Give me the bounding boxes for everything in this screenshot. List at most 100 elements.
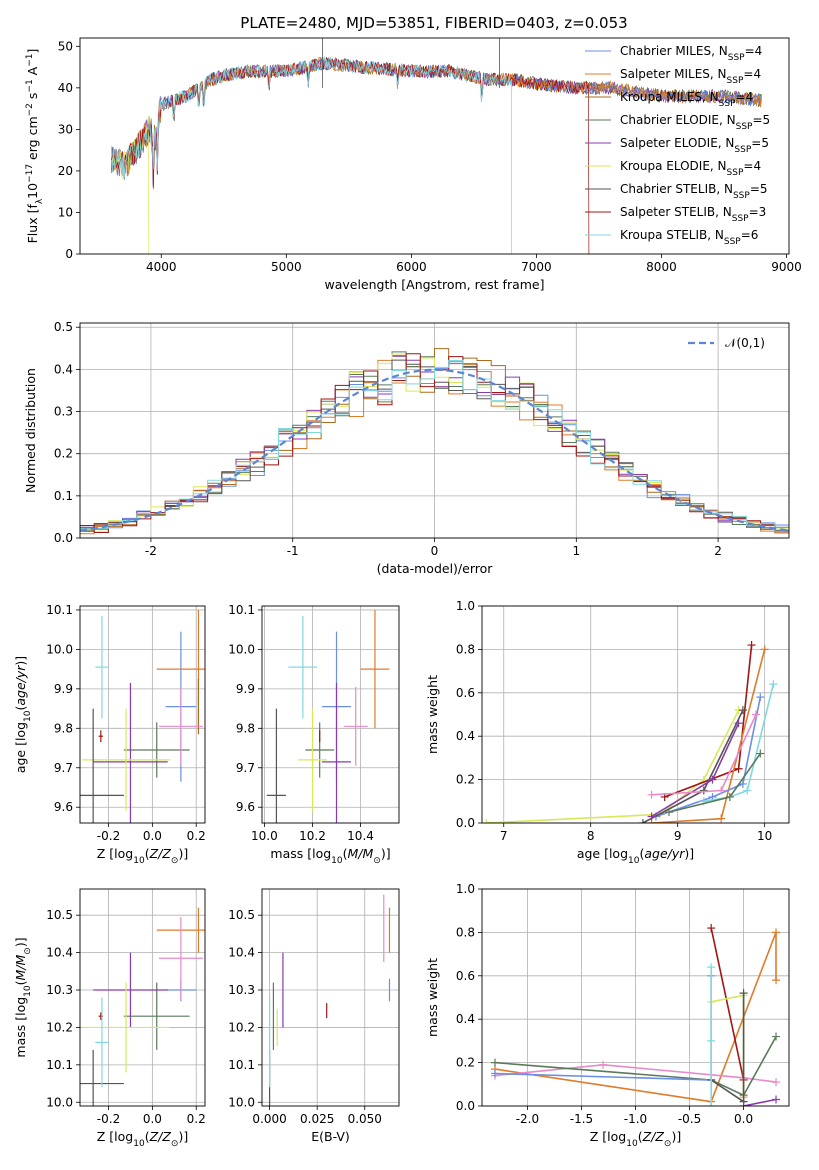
y-tick-label: 0.8: [456, 642, 475, 656]
y-axis-label: age [log10(age/yr)]: [13, 656, 33, 773]
y-tick-label: 9.8: [54, 721, 73, 735]
x-tick-label: 5000: [271, 260, 302, 274]
y-tick-label: 10.5: [46, 908, 73, 922]
y-tick-label: 10.3: [46, 983, 73, 997]
y-tick-label: 10.2: [228, 1020, 255, 1034]
x-tick-label: 0.0: [143, 1112, 162, 1126]
weight-marker: [760, 645, 769, 654]
weight-line: [486, 709, 740, 823]
axes-frame: [79, 605, 206, 824]
spectrum-line: [111, 55, 512, 254]
y-tick-label: 0.5: [54, 320, 73, 334]
weight-marker: [738, 779, 747, 788]
weight-marker: [738, 706, 747, 715]
weight-line: [494, 1063, 777, 1083]
y-tick-label: 10: [58, 205, 73, 219]
y-tick-label: 9.7: [236, 761, 255, 775]
weight-marker: [490, 1058, 499, 1067]
axes-frame: [79, 37, 790, 255]
weight-marker: [647, 812, 656, 821]
weight-marker: [734, 719, 743, 728]
x-axis-label: age [log10(age/yr)]: [577, 846, 694, 866]
x-tick-label: 10.0: [251, 829, 278, 843]
plot-area: [80, 609, 205, 823]
y-tick-label: 0.4: [456, 729, 475, 743]
weight-marker: [751, 710, 760, 719]
y-tick-label: 0.8: [456, 925, 475, 939]
weight-marker: [664, 808, 673, 817]
weight-marker: [772, 928, 781, 937]
x-axis-label: (data-model)/error: [377, 561, 494, 576]
age-vs-metallicity-panel: -0.2 0.0 0.2 9.6 9.7 9.8 9.9 10.0 10.1 Z [log10(Z…: [13, 603, 206, 866]
x-axis-label: Z [log10(Z/Z⊙)]: [590, 1129, 681, 1149]
y-tick-label: 0.0: [456, 1099, 475, 1113]
x-tick-label: 0.0: [734, 1112, 753, 1126]
x-tick-label: 9000: [771, 260, 802, 274]
x-tick-label: 8: [587, 829, 595, 843]
weight-marker: [734, 764, 743, 773]
weight-marker: [739, 1102, 748, 1106]
axes-frame: [79, 888, 206, 1107]
weight-marker: [638, 819, 647, 823]
x-axis-label: Z [log10(Z/Z⊙)]: [97, 846, 188, 866]
x-tick-label: -0.2: [97, 829, 120, 843]
weight-marker: [707, 963, 716, 972]
x-tick-label: -1.0: [624, 1112, 647, 1126]
y-tick-label: 9.8: [236, 721, 255, 735]
y-tick-label: 0.0: [54, 531, 73, 545]
x-axis-label: wavelength [Angstrom, rest frame]: [324, 277, 544, 292]
x-axis-label: E(B-V): [311, 1129, 350, 1144]
x-tick-label: 0.000: [252, 1112, 286, 1126]
weight-vs-age-panel: 7 8 9 10 0.0 0.2 0.4 0.6 0.8 1.0 age [log10(age/yr…: [425, 599, 790, 866]
spectrum-panel: 4000 5000 6000 7000 8000 9000 0 10 20 30 40 50 Chabr…: [25, 37, 802, 292]
weight-marker: [699, 786, 708, 795]
weight-marker: [707, 1036, 716, 1045]
axes-frame: [79, 322, 790, 539]
x-tick-label: 10.4: [347, 829, 374, 843]
weight-marker: [769, 680, 778, 689]
y-tick-label: 9.6: [236, 800, 255, 814]
y-tick-label: 10.1: [228, 1058, 255, 1072]
plot-area: [482, 641, 778, 823]
legend-label: Kroupa STELIB, NSSP=6: [620, 228, 758, 247]
plot-area: [266, 609, 390, 823]
plot-area: [110, 38, 762, 254]
figure-title: PLATE=2480, MJD=53851, FIBERID=0403, z=0…: [240, 14, 627, 32]
y-tick-label: 10.0: [46, 1095, 73, 1109]
y-tick-label: 1.0: [456, 882, 475, 896]
y-tick-label: 20: [58, 164, 73, 178]
legend-label: 𝒩(0,1): [725, 336, 765, 350]
y-tick-label: 10.1: [46, 1058, 73, 1072]
x-tick-label: -2: [145, 544, 157, 558]
y-tick-label: 40: [58, 81, 73, 95]
weight-marker: [739, 989, 748, 998]
legend-label: Kroupa MILES, NSSP=4: [620, 90, 753, 109]
weight-marker: [756, 693, 765, 702]
y-tick-label: 10.3: [228, 983, 255, 997]
y-tick-label: 10.1: [228, 603, 255, 617]
y-axis-label: mass weight: [425, 675, 440, 754]
y-tick-label: 0.2: [456, 773, 475, 787]
x-tick-label: -0.2: [97, 1112, 120, 1126]
x-tick-label: 4000: [146, 260, 177, 274]
x-axis-label: mass [log10(M/M⊙)]: [270, 846, 390, 866]
y-tick-label: 9.7: [54, 761, 73, 775]
y-tick-label: 0.2: [456, 1056, 475, 1070]
x-tick-label: -1.5: [570, 1112, 593, 1126]
age-vs-mass-panel: 10.0 10.2 10.4 9.6 9.7 9.8 9.9 10.0 10.1 mass [lo…: [228, 603, 400, 866]
x-axis-label: Z [log10(Z/Z⊙)]: [97, 1129, 188, 1149]
x-tick-label: 9: [674, 829, 682, 843]
y-tick-label: 0.6: [456, 969, 475, 983]
legend-label: Kroupa ELODIE, NSSP=4: [620, 159, 761, 178]
x-tick-label: 7000: [521, 260, 552, 274]
x-tick-label: 0.050: [348, 1112, 382, 1126]
weight-line: [710, 993, 745, 1104]
axes-frame: [261, 605, 400, 824]
y-tick-label: 9.6: [54, 800, 73, 814]
weight-marker: [482, 819, 491, 823]
y-tick-label: 10.0: [228, 1095, 255, 1109]
weight-marker: [717, 814, 726, 823]
weight-marker: [707, 1102, 716, 1106]
y-tick-label: 10.5: [228, 908, 255, 922]
